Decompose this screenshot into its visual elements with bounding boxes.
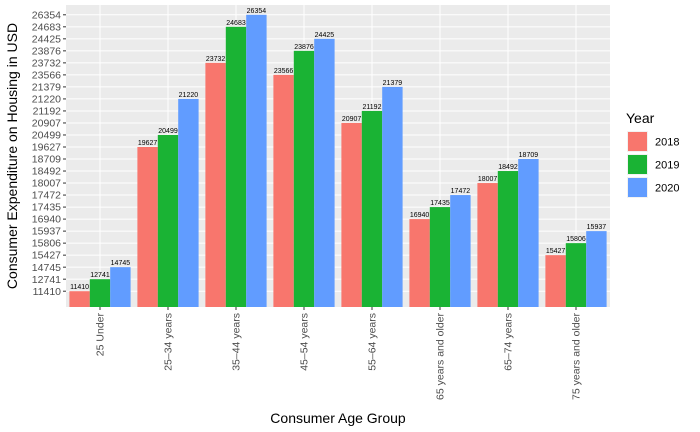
bar-2019: [293, 50, 315, 307]
bar-2018: [409, 219, 430, 307]
legend-label: 2019: [655, 160, 679, 172]
bar-2019: [565, 243, 587, 307]
y-tick-label: 17435: [32, 202, 61, 214]
legend-key-2019: [628, 155, 647, 174]
bar-2018: [137, 146, 158, 307]
y-tick-label: 23732: [32, 57, 61, 69]
legend-title: Year: [626, 110, 655, 126]
bar-2019: [89, 279, 111, 307]
y-tick-label: 11410: [33, 286, 62, 298]
bar-value-label: 18709: [519, 152, 539, 159]
bar-2018: [69, 291, 90, 307]
y-tick-label: 21220: [32, 94, 61, 106]
y-tick-label: 24683: [32, 21, 61, 33]
y-tick-label: 14745: [32, 262, 61, 274]
y-tick-label: 18492: [32, 166, 61, 178]
bar-value-label: 18492: [498, 164, 518, 171]
bar-2020: [178, 98, 199, 307]
bar-2020: [518, 159, 539, 307]
bar-value-label: 23566: [274, 68, 294, 75]
bar-2019: [157, 134, 179, 307]
bar-2019: [225, 26, 247, 308]
bar-value-label: 12741: [90, 272, 110, 279]
y-axis-title: Consumer Expenditure on Housing in USD: [4, 23, 20, 289]
bar-value-label: 23876: [294, 44, 314, 51]
y-tick-label: 24425: [32, 33, 61, 45]
bar-2020: [246, 14, 267, 308]
legend-key-2018: [628, 132, 647, 151]
y-tick-label: 21379: [32, 82, 61, 94]
y-tick-label: 17472: [32, 190, 61, 202]
x-tick-label: 25 Under: [95, 313, 107, 357]
y-tick-label: 15937: [32, 226, 61, 238]
bar-2020: [382, 86, 403, 307]
x-axis-ticks: 25 Under 25–34 years 35–44 years 45–54 year…: [95, 307, 583, 400]
bar-2020: [450, 195, 471, 307]
bar-2018: [477, 183, 498, 307]
x-axis-title: Consumer Age Group: [270, 410, 406, 426]
bar-value-label: 15937: [587, 224, 607, 231]
x-tick-label: 55–64 years: [367, 313, 379, 371]
bar-2020: [314, 38, 335, 308]
y-tick-label: 15806: [32, 238, 61, 250]
y-tick-label: 18709: [32, 154, 61, 166]
bar-2018: [273, 74, 294, 307]
y-tick-label: 18007: [32, 178, 61, 190]
y-tick-label: 19627: [32, 142, 61, 154]
bar-value-label: 15806: [566, 236, 586, 243]
bar-value-label: 16940: [410, 212, 430, 219]
bar-2018: [341, 122, 362, 308]
bar-value-label: 21379: [383, 80, 403, 87]
legend-key-2020: [628, 178, 647, 197]
bar-2019: [429, 207, 451, 307]
y-tick-label: 23876: [32, 45, 61, 57]
bar-2020: [110, 267, 131, 307]
x-tick-label: 45–54 years: [299, 313, 311, 371]
bar-value-label: 14745: [111, 260, 131, 267]
bar-value-label: 26354: [247, 8, 267, 15]
y-axis-ticks: 1141012741147451542715806159371694017435…: [32, 9, 66, 298]
y-tick-label: 15427: [32, 250, 61, 262]
bar-2018: [205, 62, 226, 307]
legend-label: 2018: [655, 137, 679, 149]
x-tick-label: 25–34 years: [163, 313, 175, 371]
bar-value-label: 20907: [342, 116, 362, 123]
y-tick-label: 26354: [32, 9, 61, 21]
y-tick-label: 12741: [32, 274, 61, 286]
bar-2019: [361, 110, 383, 307]
x-tick-label: 65 years and older: [435, 313, 447, 400]
bar-2020: [586, 231, 607, 307]
y-tick-label: 20499: [32, 130, 61, 142]
bar-value-label: 20499: [158, 128, 178, 135]
bar-value-label: 23732: [206, 56, 226, 63]
y-tick-label: 16940: [32, 214, 61, 226]
bar-labels: 11410 19627 23732 23566 20907 16940 18007 15427…: [70, 8, 606, 291]
x-tick-label: 35–44 years: [231, 313, 243, 371]
bar-2018: [545, 255, 566, 307]
bar-value-label: 21192: [363, 104, 382, 111]
bar-value-label: 11410: [70, 284, 89, 291]
bar-2019: [497, 171, 519, 307]
bar-value-label: 17435: [430, 200, 450, 207]
bars: [69, 14, 607, 308]
legend: Year 2018 2019 2020: [626, 110, 679, 198]
y-tick-label: 23566: [32, 69, 61, 81]
bar-value-label: 21220: [179, 92, 199, 99]
y-tick-label: 20907: [32, 118, 61, 130]
bar-value-label: 18007: [478, 176, 498, 183]
legend-label: 2020: [655, 183, 679, 195]
bar-value-label: 24425: [315, 32, 335, 39]
x-tick-label: 65–74 years: [503, 313, 515, 371]
bar-value-label: 17472: [451, 188, 471, 195]
y-tick-label: 21192: [33, 106, 62, 118]
bar-value-label: 15427: [546, 248, 566, 255]
bar-value-label: 19627: [138, 140, 158, 147]
x-tick-label: 75 years and older: [571, 313, 583, 400]
bar-value-label: 24683: [226, 20, 246, 27]
